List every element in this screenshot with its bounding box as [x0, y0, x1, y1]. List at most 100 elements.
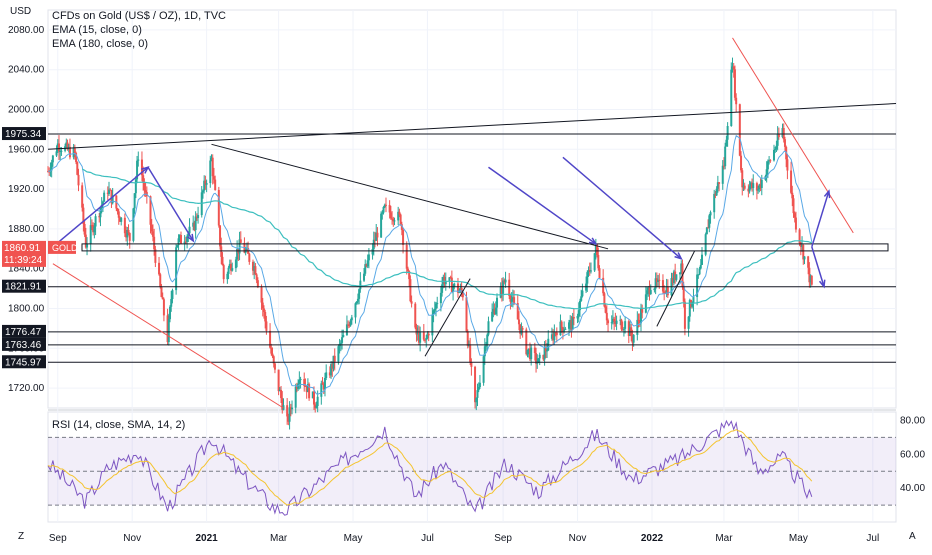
currency-label[interactable]: USD	[10, 6, 32, 17]
ema15-legend[interactable]: EMA (15, close, 0)	[52, 24, 142, 36]
candle-body	[781, 128, 784, 138]
candle-body	[195, 216, 198, 219]
candle-body	[220, 246, 223, 257]
price-tick-label: 1960.00	[8, 144, 45, 155]
candle-body	[733, 69, 736, 98]
candle-body	[72, 148, 75, 158]
candle-body	[476, 390, 479, 398]
candle-body	[118, 217, 121, 222]
candle-body	[435, 303, 438, 309]
candle-body	[373, 239, 376, 241]
candle-body	[775, 145, 778, 150]
candle-body	[644, 294, 647, 313]
candle-body	[101, 201, 104, 205]
level-price-tag	[2, 279, 46, 293]
current-price-text: 1860.91	[4, 243, 41, 254]
candle-body	[620, 319, 623, 330]
candle-body	[167, 319, 170, 343]
candle-body	[431, 314, 434, 336]
candle-body	[520, 328, 523, 334]
candle-body	[641, 308, 644, 313]
candle-body	[341, 337, 344, 343]
candle-body	[406, 268, 409, 271]
candle-body	[330, 364, 333, 376]
candle-body	[160, 286, 163, 298]
candle-body	[477, 387, 480, 391]
candle-body	[83, 223, 86, 235]
candle-body	[527, 348, 530, 350]
candle-body	[339, 342, 342, 344]
candle-body	[111, 195, 114, 204]
candle-body	[793, 213, 796, 218]
arrow-head	[818, 279, 826, 289]
candle-body	[380, 213, 383, 238]
candle-body	[256, 280, 259, 288]
candle-body	[760, 179, 763, 188]
time-tick-label: Jul	[421, 533, 434, 544]
candle-body	[604, 306, 607, 313]
candle-body	[239, 239, 242, 243]
main-legend: CFDs on Gold (US$ / OZ), 1D, TVC EMA (15…	[52, 9, 226, 51]
red-downtrend-line	[732, 37, 854, 234]
candle-body	[367, 254, 370, 261]
candle-body	[516, 303, 519, 320]
candle-body	[214, 179, 217, 191]
candle-body	[674, 271, 677, 280]
candle-body	[205, 183, 208, 185]
candle-body	[184, 241, 187, 243]
candle-body	[355, 301, 358, 304]
candle-body	[424, 339, 427, 341]
ema180-legend[interactable]: EMA (180, close, 0)	[52, 38, 148, 50]
candle-body	[758, 184, 761, 190]
candle-body	[48, 171, 51, 173]
candle-body	[291, 407, 294, 410]
auto-scale-button[interactable]: A	[909, 531, 916, 542]
arrow-head	[674, 252, 683, 261]
candle-body	[675, 274, 678, 280]
candle-body	[410, 301, 413, 304]
candle-body	[658, 279, 661, 281]
candle-body	[159, 274, 162, 287]
candle-body	[51, 155, 54, 163]
candle-body	[397, 211, 400, 221]
candle-body	[254, 266, 257, 275]
candle-body	[125, 233, 128, 238]
candle-body	[638, 320, 641, 324]
candle-body	[581, 290, 584, 297]
candle-body	[126, 229, 129, 238]
candle-body	[699, 264, 702, 269]
candle-body	[311, 391, 314, 399]
candle-body	[381, 212, 384, 214]
candle-body	[696, 274, 699, 298]
rsi-legend[interactable]: RSI (14, close, SMA, 14, 2)	[52, 419, 186, 431]
candle-body	[298, 380, 301, 384]
candle-body	[86, 243, 89, 248]
timezone-button[interactable]: Z	[18, 531, 25, 542]
candle-body	[281, 398, 284, 410]
annotation-arrow	[562, 156, 682, 260]
candle-body	[161, 297, 164, 300]
candle-body	[444, 280, 447, 285]
candle-body	[698, 268, 701, 275]
candle-body	[614, 321, 617, 324]
candle-body	[236, 248, 239, 260]
candle-body	[209, 160, 212, 184]
candle-body	[128, 233, 131, 241]
candle-body	[792, 198, 795, 214]
candle-body	[136, 160, 139, 180]
candle-body	[776, 134, 779, 146]
candle-body	[272, 356, 275, 364]
candle-body	[277, 369, 280, 392]
candle-body	[755, 183, 758, 191]
candle-body	[810, 275, 813, 285]
candle-body	[186, 236, 189, 242]
candle-body	[708, 215, 711, 228]
candle-body	[110, 190, 113, 204]
candle-body	[752, 183, 755, 189]
candle-body	[768, 160, 771, 162]
candle-body	[375, 232, 378, 241]
candle-body	[597, 255, 600, 269]
candle-body	[345, 324, 348, 335]
